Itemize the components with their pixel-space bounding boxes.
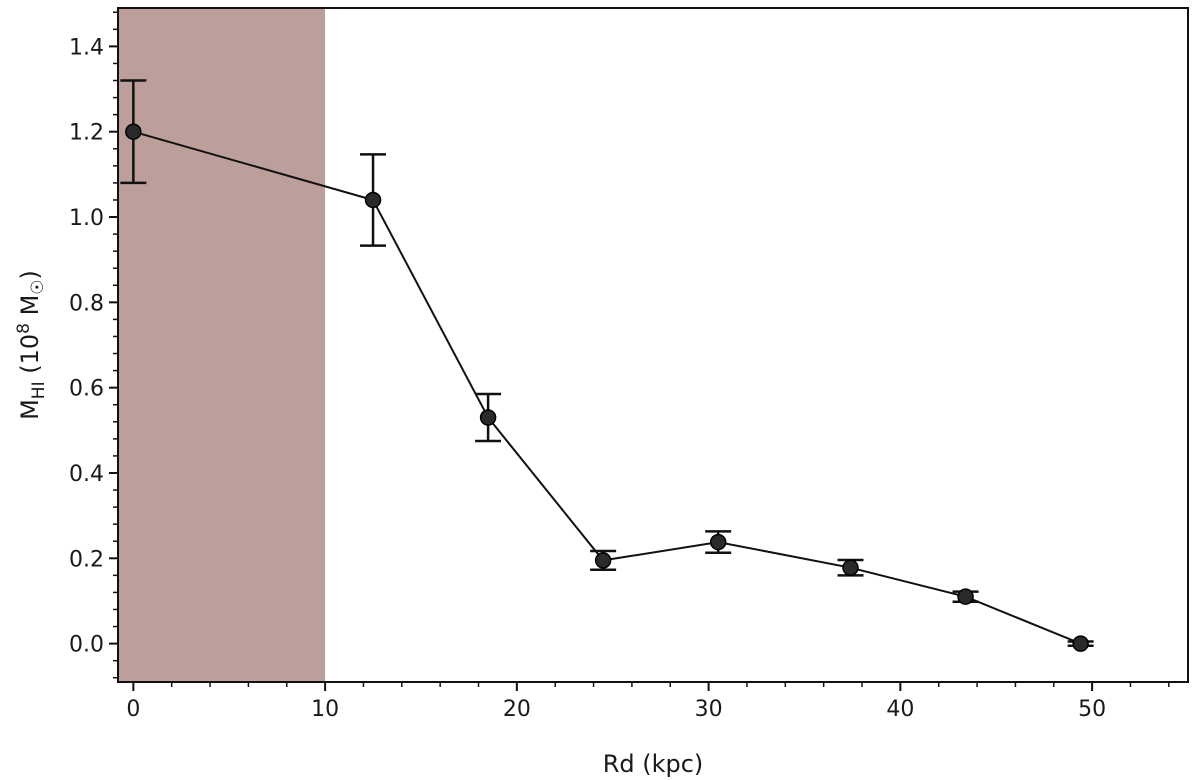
y-axis-label-open: (10 [16,334,44,382]
x-tick-label: 50 [1078,697,1106,722]
shaded-region-layer [118,8,326,682]
y-tick-label: 0.6 [69,377,104,402]
y-axis-label-base: M [16,399,44,420]
y-axis-label: MHI (108 M☉) [14,270,49,420]
data-point [957,588,974,605]
data-point [842,559,859,576]
series-line-layer [133,130,1081,645]
data-point [479,409,497,426]
x-tick-label: 10 [311,697,339,722]
y-tick-layer: 0.0 0.2 0.4 0.6 0.8 1.0 1.2 1.4 [69,11,118,679]
data-point [125,123,142,140]
y-tick-label: 0.4 [69,462,104,487]
x-tick-label: 40 [886,697,914,722]
y-tick-label: 0.2 [69,547,104,572]
series-line [133,130,1081,645]
x-tick-label: 20 [503,697,531,722]
sun-symbol-icon: ☉ [28,279,48,294]
data-point [594,552,612,569]
data-point [709,533,727,551]
shaded-region [118,8,326,682]
y-axis-label-unit: M [16,295,44,323]
x-axis-label: Rd (kpc) [603,750,704,778]
y-axis-label-close: ) [16,270,44,279]
x-tick-label: 30 [695,697,723,722]
plot-frame [117,7,1189,683]
y-tick-label: 1.2 [69,121,104,146]
y-axis-label-subscript: HI [29,381,49,399]
x-tick-label: 0 [126,697,140,722]
y-tick-label: 0.0 [69,633,104,658]
data-point-layer [125,123,1089,652]
y-tick-label: 0.8 [69,291,104,316]
x-tick-layer: 0 10 20 30 40 50 [126,682,1170,722]
data-point [364,191,382,209]
y-tick-label: 1.0 [69,206,104,231]
y-axis-label-exponent: 8 [14,323,34,334]
data-point [1072,635,1089,652]
y-tick-label: 1.4 [69,35,104,60]
